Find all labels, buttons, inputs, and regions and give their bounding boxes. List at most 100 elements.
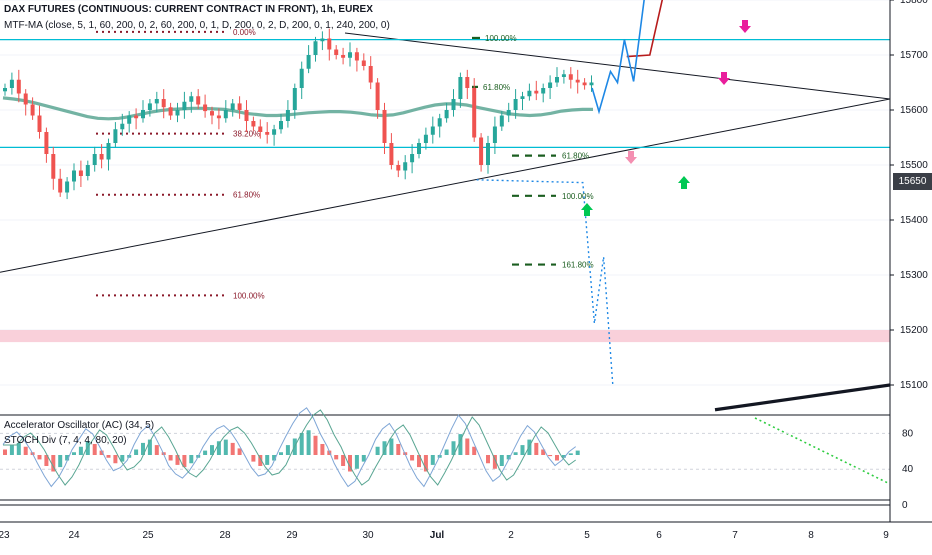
time-axis-label: 29 xyxy=(286,530,298,541)
price-axis[interactable]: 1610016000159001580015700156001550015400… xyxy=(889,0,928,522)
ac-histogram-bar xyxy=(327,450,332,455)
ac-histogram-bar xyxy=(134,449,139,455)
oscillator-axis-label: 40 xyxy=(902,464,914,475)
ac-histogram-bar xyxy=(230,442,235,455)
candle-body xyxy=(555,77,559,83)
ac-histogram-bar xyxy=(499,455,504,466)
ac-histogram-bar xyxy=(548,455,553,457)
forecast-bear-path xyxy=(476,179,614,386)
candle-body xyxy=(320,38,325,42)
forecast-oscillator-path xyxy=(754,417,891,485)
candles xyxy=(3,28,594,200)
ac-histogram-bar xyxy=(182,455,187,468)
time-axis-label: 30 xyxy=(362,530,374,541)
ac-histogram-bar xyxy=(341,455,346,466)
oscillator-label-ac[interactable]: Accelerator Oscillator (AC) (34, 5) xyxy=(4,420,155,431)
candle-body xyxy=(368,66,373,83)
candle-body xyxy=(444,110,449,119)
trendlines[interactable] xyxy=(0,0,891,412)
candle-body xyxy=(410,154,415,163)
candle-body xyxy=(499,115,504,127)
ac-histogram-bar xyxy=(389,438,394,455)
candle-body xyxy=(127,115,132,124)
ac-histogram-bar xyxy=(430,455,435,465)
candle-body xyxy=(472,88,477,138)
support-zone xyxy=(0,330,890,343)
candle-body xyxy=(16,79,21,94)
ac-histogram-bar xyxy=(313,435,318,455)
buy-arrow-icon xyxy=(678,176,690,189)
fib-right-label: 61.80% xyxy=(562,152,589,161)
candle-body xyxy=(334,49,339,55)
candle-body xyxy=(589,82,594,86)
candle-body xyxy=(189,96,194,102)
ac-histogram-bar xyxy=(237,448,242,455)
ac-histogram-bar xyxy=(451,441,456,455)
time-axis[interactable]: 23 24 25 28 29 30 Jul 2 5 6 7 8 9 xyxy=(0,521,932,541)
moving-average xyxy=(2,96,593,121)
ac-histogram-bar xyxy=(51,455,56,472)
candle-body xyxy=(51,154,56,179)
candle-body xyxy=(520,96,525,99)
triangle-upper-line xyxy=(344,32,891,100)
ac-histogram-bar xyxy=(203,450,208,455)
candle-body xyxy=(561,74,566,77)
candle-body xyxy=(417,143,421,154)
ac-histogram-bar xyxy=(210,445,214,455)
ac-histogram-bar xyxy=(58,455,63,468)
ac-histogram-bar xyxy=(555,455,559,461)
candle-body xyxy=(182,101,187,110)
ac-histogram-bar xyxy=(16,442,21,455)
ac-histogram-bar xyxy=(258,455,263,466)
ac-histogram-bar xyxy=(417,455,421,468)
ac-histogram-bar xyxy=(72,452,76,455)
candle-body xyxy=(44,132,49,154)
ac-histogram-bar xyxy=(265,455,270,465)
ac-histogram-bar xyxy=(168,455,173,461)
candle-body xyxy=(106,143,111,160)
candle-body xyxy=(403,162,408,171)
time-axis-label: 2 xyxy=(508,530,514,541)
candle-body xyxy=(154,99,159,104)
candle-body xyxy=(492,126,497,143)
candle-body xyxy=(265,132,270,135)
ac-histogram-bar xyxy=(568,453,573,455)
ac-histogram-bar xyxy=(9,445,14,455)
chart-title[interactable]: DAX FUTURES (CONTINUOUS: CURRENT CONTRAC… xyxy=(4,4,373,15)
time-axis-label: 9 xyxy=(883,530,889,541)
candle-body xyxy=(382,110,387,143)
indicator-label[interactable]: MTF-MA (close, 5, 1, 60, 200, 0, 2, 60, … xyxy=(4,20,390,31)
candle-body xyxy=(37,115,42,132)
candle-body xyxy=(161,99,166,108)
candle-body xyxy=(423,134,428,143)
ac-histogram-bar xyxy=(541,449,546,455)
horizontal-levels[interactable] xyxy=(0,38,890,149)
ac-histogram-bar xyxy=(306,430,311,455)
candle-body xyxy=(78,170,83,176)
candle-body xyxy=(196,96,201,105)
ac-histogram-bar xyxy=(334,455,339,460)
candle-body xyxy=(306,55,311,69)
ac-histogram-bar xyxy=(299,433,304,455)
oscillator-pane xyxy=(0,407,890,506)
ac-histogram-bar xyxy=(520,445,525,455)
price-axis-label: 15500 xyxy=(900,160,928,171)
candle-body xyxy=(465,77,470,88)
forecast-paths[interactable] xyxy=(476,0,891,485)
candle-body xyxy=(3,88,7,92)
current-price-badge: 15650 xyxy=(893,173,932,190)
oscillator-label-stoch[interactable]: STOCH Div (7, 4, 4, 80, 20) xyxy=(4,435,127,446)
ac-histogram-bar xyxy=(78,446,83,455)
candle-body xyxy=(451,99,456,110)
time-axis-label: 8 xyxy=(808,530,814,541)
ac-histogram-bar xyxy=(513,452,518,455)
forecast-bull-path xyxy=(626,0,664,58)
ac-histogram-bar xyxy=(106,455,111,458)
ac-histogram-bar xyxy=(113,455,118,464)
candle-body xyxy=(396,165,401,171)
sell-arrow-icon xyxy=(739,20,751,33)
price-axis-label: 15400 xyxy=(900,215,928,226)
ac-histogram-bar xyxy=(147,439,152,455)
